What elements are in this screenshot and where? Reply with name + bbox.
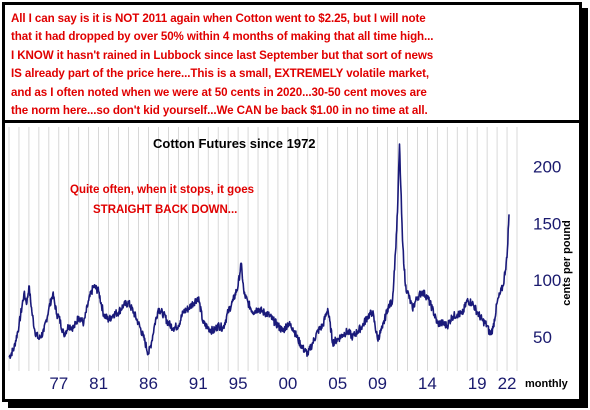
x-tick-label: 09 <box>368 374 387 393</box>
x-tick-label: 95 <box>229 374 248 393</box>
x-tick-label: 14 <box>418 374 437 393</box>
cotton-price-line <box>8 143 510 359</box>
x-tick-label: 00 <box>278 374 297 393</box>
chart-background <box>5 123 579 397</box>
annotation-line-2: STRAIGHT BACK DOWN... <box>93 204 237 216</box>
vertical-grid <box>8 127 518 371</box>
price-series <box>8 143 510 359</box>
y-axis-label: cents per pound <box>561 220 573 306</box>
frequency-label: monthly <box>525 378 569 390</box>
x-tick-label: 86 <box>139 374 158 393</box>
x-tick-label: 05 <box>328 374 347 393</box>
commentary-line-3: I KNOW it hasn't rained in Lubbock since… <box>11 48 434 62</box>
chart-title: Cotton Futures since 1972 <box>153 136 316 151</box>
y-axis-ticks: 50 100 150 200 <box>533 158 561 347</box>
commentary-line-4: IS already part of the price here...This… <box>11 67 430 81</box>
commentary-box: All I can say is it is NOT 2011 again wh… <box>5 5 579 123</box>
y-tick-label: 50 <box>533 328 552 347</box>
x-tick-label: 77 <box>49 374 68 393</box>
x-tick-label: 81 <box>89 374 108 393</box>
commentary-line-6: the norm here...so don't kid yourself...… <box>11 104 428 118</box>
commentary-line-5: and as I often noted when we were at 50 … <box>11 85 427 99</box>
y-tick-label: 100 <box>533 271 561 290</box>
commentary-line-1: All I can say is it is NOT 2011 again wh… <box>11 12 426 25</box>
x-axis-ticks: 77 81 86 91 95 00 05 09 14 19 22 <box>49 374 516 393</box>
commentary-line-2: that it had dropped by over 50% within 4… <box>11 30 434 44</box>
x-tick-label: 22 <box>498 374 517 393</box>
cotton-futures-chart: 77 81 86 91 95 00 05 09 14 19 22 50 100 150 200 Cotto… <box>5 123 579 397</box>
x-tick-label: 19 <box>468 374 487 393</box>
y-tick-label: 150 <box>533 214 561 233</box>
annotation-line-1: Quite often, when it stops, it goes <box>70 184 254 196</box>
y-tick-label: 200 <box>533 158 561 177</box>
x-tick-label: 91 <box>189 374 208 393</box>
